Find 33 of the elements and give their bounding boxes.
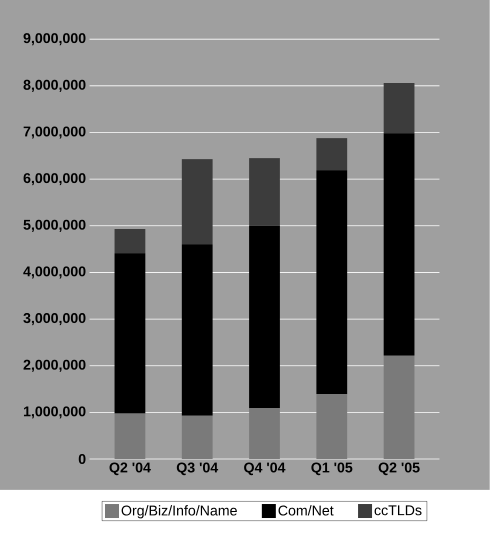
bar bbox=[384, 83, 415, 134]
bar bbox=[316, 170, 348, 394]
bar bbox=[384, 355, 415, 460]
bar bbox=[114, 229, 146, 254]
bar bbox=[114, 253, 146, 414]
y-tick-label: 6,000,000 bbox=[24, 173, 86, 186]
bar bbox=[316, 138, 348, 170]
x-tick-label: Q2 '05 bbox=[378, 462, 420, 476]
x-tick-label: Q2 '04 bbox=[110, 462, 151, 476]
bar bbox=[316, 394, 348, 460]
bar bbox=[249, 226, 280, 408]
bar bbox=[182, 244, 213, 416]
bar bbox=[249, 408, 280, 460]
x-tick-label: Q1 '05 bbox=[311, 462, 352, 476]
y-tick-label: 4,000,000 bbox=[23, 266, 86, 278]
y-tick-label: 5,000,000 bbox=[24, 220, 86, 232]
y-tick-label: 2,000,000 bbox=[24, 360, 86, 372]
y-tick-label: 8,000,000 bbox=[24, 80, 86, 92]
y-tick-label: 7,000,000 bbox=[24, 126, 86, 139]
bar bbox=[384, 133, 415, 356]
x-tick-label: Q4 '04 bbox=[244, 462, 286, 476]
bar bbox=[249, 158, 280, 226]
y-tick-label: 3,000,000 bbox=[23, 313, 86, 326]
legend-label: ccTLDs bbox=[374, 505, 422, 516]
legend-label: Com/Net bbox=[278, 505, 334, 516]
bar bbox=[182, 416, 213, 460]
bar bbox=[114, 413, 146, 460]
bar bbox=[182, 159, 213, 244]
legend-label: Org/Biz/Info/Name bbox=[122, 505, 237, 518]
y-tick-label: 0 bbox=[78, 454, 86, 464]
x-tick-label: Q3 '04 bbox=[176, 462, 218, 476]
y-tick-label: 9,000,000 bbox=[24, 33, 86, 46]
y-tick-label: 1,000,000 bbox=[24, 406, 86, 418]
